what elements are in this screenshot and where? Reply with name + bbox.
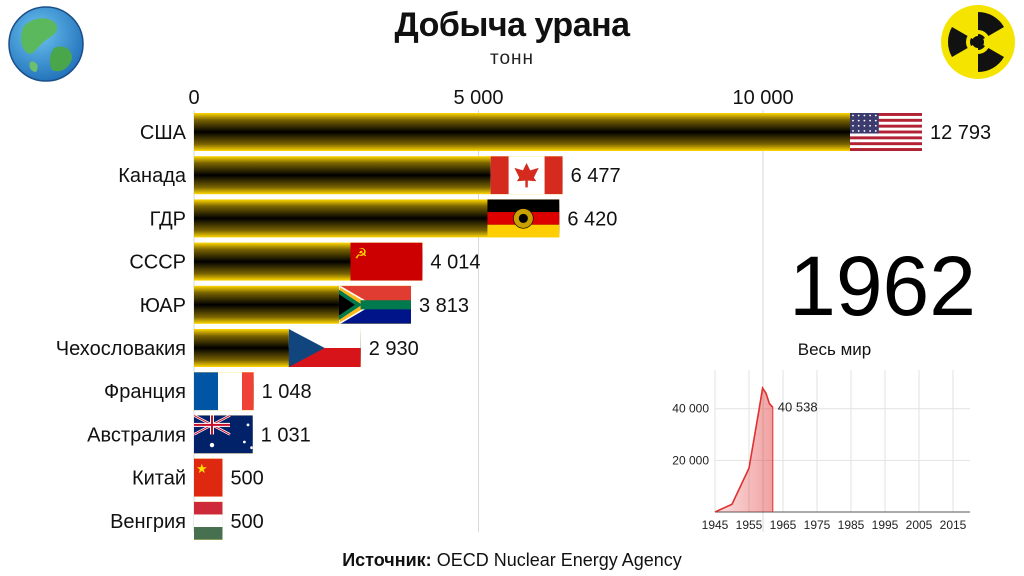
bar-row: Китай ★ 500 [132,458,264,497]
bar-row: США 12 793 [140,113,991,151]
inset-y-tick-label: 20 000 [672,453,709,467]
inset-x-tick-label: 1945 [702,518,729,532]
inset-x-tick-label: 2005 [906,518,933,532]
x-tick-label: 0 [188,87,199,109]
category-label: СССР [129,252,186,274]
category-label: Чехословакия [56,338,186,360]
flag-canada [490,156,563,195]
flag-hungary [194,501,223,540]
bar-row: Канада 6 477 [118,156,621,195]
value-label: 6 420 [567,208,617,230]
category-label: Канада [118,165,187,187]
category-label: Австралия [87,424,186,446]
chart-title: Добыча урана [394,6,630,44]
source-note: Источник: OECD Nuclear Energy Agency [0,550,1024,571]
flag-czechoslovakia [288,329,361,367]
value-label: 500 [230,468,263,490]
inset-x-tick-label: 1995 [872,518,899,532]
inset-area [715,388,773,512]
category-label: Венгрия [110,511,186,533]
inset-line [714,385,774,513]
flag-australia [194,415,253,454]
flag-france [194,372,254,411]
bar-row: СССР ☭ 4 014 [129,242,480,281]
flag-china: ★ [194,458,223,497]
svg-text:★: ★ [196,461,208,476]
bar-row: Франция 1 048 [104,372,312,411]
year-label: 1962 [789,239,976,333]
value-label: 1 048 [262,381,312,403]
flag-ussr: ☭ [350,242,423,281]
inset-title: Весь мир [798,340,872,359]
value-label: 2 930 [369,338,419,360]
bar [194,113,922,151]
category-label: ГДР [150,208,186,230]
globe-icon [8,6,84,82]
inset-x-tick-label: 1975 [804,518,831,532]
bar-row: Венгрия 500 [110,501,264,540]
radiation-icon [938,2,1018,82]
inset-last-value: 40 538 [778,399,818,414]
svg-text:☭: ☭ [354,247,367,263]
source-label: Источник: [342,550,432,570]
flag-gdr [487,199,560,238]
value-label: 1 031 [261,424,311,446]
bar-row: ГДР 6 420 [150,199,617,238]
flag-south-africa [338,285,411,324]
value-label: 4 014 [430,252,480,274]
category-label: Франция [104,381,186,403]
x-tick-label: 10 000 [732,87,793,109]
category-label: Китай [132,468,186,490]
bar-row: Австралия 1 031 [87,415,311,454]
world-inset-chart: Весь мир 1945 1955 1965 1975 1985 1995 2005 2015… [672,340,970,532]
value-label: 3 813 [419,295,469,317]
value-label: 12 793 [930,122,991,144]
inset-x-tick-label: 1965 [770,518,797,532]
inset-x-tick-label: 1955 [736,518,763,532]
inset-x-tick-label: 1985 [838,518,865,532]
category-label: США [140,122,187,144]
inset-x-tick-label: 2015 [940,518,967,532]
category-label: ЮАР [140,295,186,317]
inset-y-tick-label: 40 000 [672,402,709,416]
value-label: 6 477 [571,165,621,187]
bar-row: ЮАР 3 813 [140,285,469,324]
chart-subtitle: тонн [489,48,535,69]
bar-row: Чехословакия 2 930 [56,329,419,367]
value-label: 500 [230,511,263,533]
flag-usa [850,113,922,151]
x-tick-label: 5 000 [453,87,503,109]
source-text: OECD Nuclear Energy Agency [436,550,682,570]
